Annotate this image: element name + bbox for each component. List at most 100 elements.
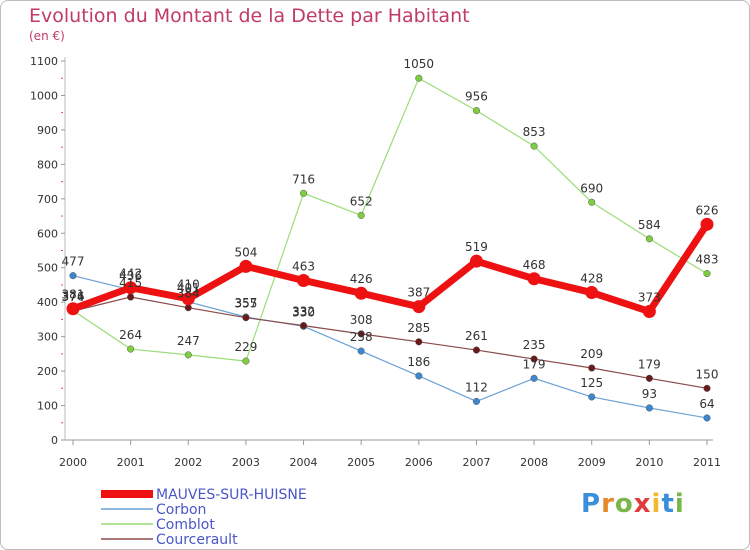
data-point-mauves-sur-huisne bbox=[642, 304, 656, 318]
data-point-mauves-sur-huisne bbox=[354, 286, 368, 300]
data-label-mauves-sur-huisne: 468 bbox=[523, 258, 546, 272]
data-point-courcerault bbox=[588, 364, 596, 372]
data-label-mauves-sur-huisne: 426 bbox=[350, 272, 373, 286]
data-label-corbon: 401 bbox=[177, 281, 200, 295]
series-line-courcerault bbox=[72, 296, 708, 389]
data-label-courcerault: 384 bbox=[177, 287, 200, 301]
data-point-courcerault bbox=[472, 346, 481, 354]
data-point-courcerault bbox=[530, 355, 538, 363]
x-tick-label: 2009 bbox=[578, 456, 606, 469]
data-point-comblot bbox=[703, 270, 711, 278]
logo-letter: x bbox=[633, 489, 652, 519]
data-point-corbon bbox=[530, 374, 538, 382]
data-label-courcerault: 308 bbox=[350, 313, 373, 327]
series-line-comblot bbox=[72, 77, 708, 362]
legend-label-comblot: Comblot bbox=[156, 517, 215, 533]
data-point-comblot bbox=[472, 107, 481, 115]
data-label-comblot: 956 bbox=[465, 90, 488, 104]
data-point-comblot bbox=[645, 235, 653, 243]
series-lines bbox=[66, 74, 714, 422]
x-tick-label: 2011 bbox=[693, 456, 721, 469]
x-tick-label: 2002 bbox=[174, 456, 202, 469]
data-point-comblot bbox=[530, 142, 538, 150]
data-labels: 381 442 410 504 463 426 387 519 468 428 373 626 477 4… bbox=[62, 57, 719, 411]
data-label-mauves-sur-huisne: 519 bbox=[465, 240, 488, 254]
data-point-corbon bbox=[69, 272, 77, 280]
data-label-courcerault: 150 bbox=[696, 367, 719, 381]
x-tick-label: 2010 bbox=[635, 456, 663, 469]
data-label-comblot: 376 bbox=[62, 289, 85, 303]
x-tick-label: 2006 bbox=[405, 456, 433, 469]
data-point-courcerault bbox=[299, 322, 308, 330]
data-label-courcerault: 179 bbox=[638, 357, 661, 371]
y-tick-label: 200 bbox=[37, 365, 58, 378]
data-point-mauves-sur-huisne bbox=[297, 273, 311, 287]
data-label-corbon: 125 bbox=[580, 376, 603, 390]
data-label-courcerault: 374 bbox=[62, 290, 85, 304]
x-tick-label: 2005 bbox=[347, 456, 375, 469]
data-label-corbon: 357 bbox=[234, 296, 257, 310]
y-tick-label: 300 bbox=[37, 331, 58, 344]
data-label-comblot: 716 bbox=[292, 172, 315, 186]
proxiti-logo: Proxiti bbox=[581, 489, 685, 519]
data-label-corbon: 436 bbox=[119, 269, 142, 283]
data-label-mauves-sur-huisne: 373 bbox=[638, 290, 661, 304]
y-tick-label: 900 bbox=[37, 124, 58, 137]
data-label-corbon: 477 bbox=[62, 255, 85, 269]
data-point-corbon bbox=[703, 414, 711, 422]
y-tick-label: 100 bbox=[37, 400, 58, 413]
data-label-comblot: 264 bbox=[119, 328, 142, 342]
data-label-comblot: 652 bbox=[350, 194, 373, 208]
data-label-courcerault: 355 bbox=[234, 297, 257, 311]
unit-label: (en €) bbox=[29, 29, 65, 43]
data-point-mauves-sur-huisne bbox=[66, 302, 80, 316]
data-label-comblot: 229 bbox=[234, 340, 257, 354]
data-point-courcerault bbox=[242, 314, 250, 322]
data-point-comblot bbox=[184, 351, 192, 359]
data-point-mauves-sur-huisne bbox=[700, 217, 714, 231]
data-label-mauves-sur-huisne: 442 bbox=[119, 267, 142, 281]
data-point-mauves-sur-huisne bbox=[585, 286, 599, 300]
legend: MAUVES-SUR-HUISNECorbonComblotCourceraul… bbox=[101, 487, 307, 548]
data-label-corbon: 258 bbox=[350, 330, 373, 344]
logo-letter: o bbox=[614, 489, 634, 519]
data-label-courcerault: 332 bbox=[292, 305, 315, 319]
x-tick-label: 2003 bbox=[232, 456, 260, 469]
data-point-corbon bbox=[472, 397, 481, 405]
x-tick-label: 2001 bbox=[117, 456, 145, 469]
data-point-corbon bbox=[357, 347, 365, 355]
data-label-comblot: 584 bbox=[638, 218, 661, 232]
x-tick-label: 2007 bbox=[462, 456, 490, 469]
data-point-mauves-sur-huisne bbox=[527, 272, 541, 286]
y-tick-label: 400 bbox=[37, 296, 58, 309]
data-label-comblot: 247 bbox=[177, 334, 200, 348]
series-line-mauves-sur-huisne bbox=[71, 222, 710, 315]
data-point-courcerault bbox=[357, 330, 365, 338]
axes: 0 100 200 300 400 500 600 700 800 900 1000 1100 2000… bbox=[30, 55, 721, 469]
data-point-mauves-sur-huisne bbox=[469, 254, 483, 268]
data-label-courcerault: 235 bbox=[523, 338, 546, 352]
data-point-mauves-sur-huisne bbox=[124, 281, 138, 295]
data-label-mauves-sur-huisne: 428 bbox=[580, 272, 603, 286]
y-tick-label: 800 bbox=[37, 158, 58, 171]
chart-title: Evolution du Montant de la Dette par Hab… bbox=[29, 5, 470, 27]
logo-letter: t bbox=[661, 489, 675, 519]
data-label-corbon: 93 bbox=[642, 387, 657, 401]
data-point-comblot bbox=[242, 357, 250, 365]
data-point-comblot bbox=[415, 74, 423, 82]
data-label-corbon: 179 bbox=[523, 357, 546, 371]
data-label-corbon: 186 bbox=[407, 355, 430, 369]
data-point-comblot bbox=[357, 211, 365, 219]
data-point-courcerault bbox=[184, 304, 192, 312]
data-point-corbon bbox=[645, 404, 653, 412]
legend-label-courcerault: Courcerault bbox=[156, 532, 238, 548]
data-label-courcerault: 209 bbox=[580, 347, 603, 361]
data-label-corbon: 64 bbox=[699, 397, 714, 411]
x-tick-label: 2008 bbox=[520, 456, 548, 469]
y-tick-label: 500 bbox=[37, 262, 58, 275]
data-point-comblot bbox=[299, 189, 308, 197]
data-point-courcerault bbox=[415, 338, 423, 346]
logo-letter: P bbox=[581, 489, 602, 519]
